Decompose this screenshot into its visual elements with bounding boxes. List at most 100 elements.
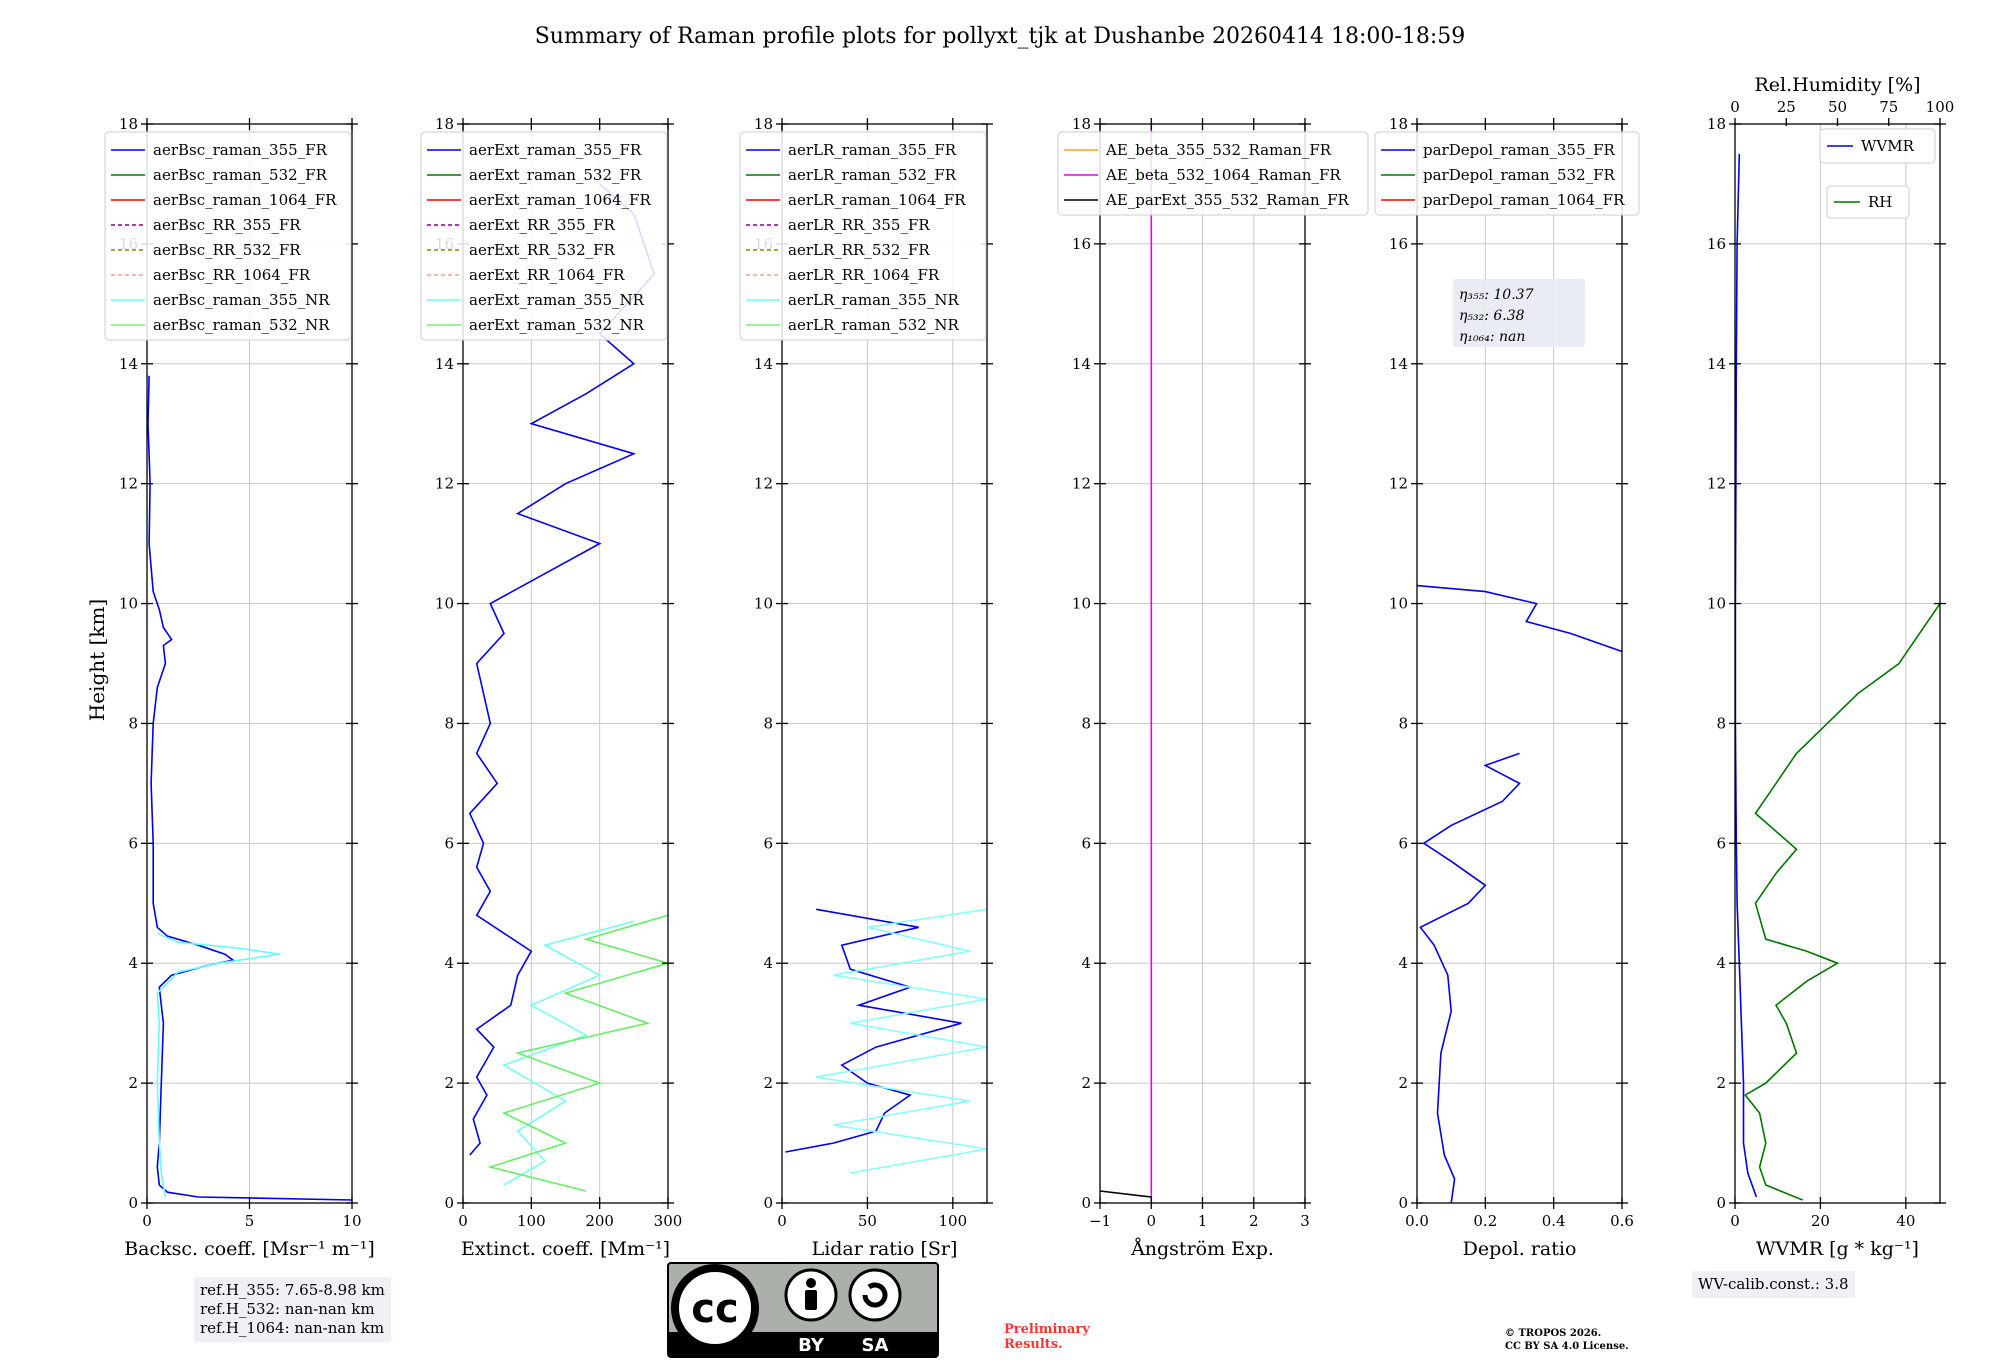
y-tick-label: 4 bbox=[444, 954, 454, 972]
attribution-icon-head bbox=[806, 1278, 816, 1288]
legend-entry: aerLR_RR_355_FR bbox=[788, 216, 930, 234]
legend-frame bbox=[1374, 131, 1640, 216]
legend-entry: aerLR_RR_1064_FR bbox=[788, 266, 940, 284]
legend-entry: aerLR_RR_532_FR bbox=[788, 241, 930, 259]
legend-frame bbox=[1819, 128, 1936, 164]
legend-entry: AE_beta_355_532_Raman_FR bbox=[1105, 141, 1332, 159]
y-tick-label: 10 bbox=[1072, 595, 1091, 613]
y-tick-label: 18 bbox=[119, 115, 138, 133]
annotation-line: η₅₃₂: 6.38 bbox=[1459, 308, 1525, 324]
series-line-aerLR_raman_355_FR bbox=[785, 908, 962, 1153]
legend: RH bbox=[1826, 185, 1910, 219]
reference-height-355: ref.H_355: 7.65-8.98 km bbox=[200, 1281, 385, 1299]
x-tick-label: 0.6 bbox=[1610, 1212, 1634, 1230]
y-tick-label: 12 bbox=[435, 475, 454, 493]
legend-entry: aerBsc_raman_355_FR bbox=[153, 141, 328, 159]
x-axis-label: Extinct. coeff. [Mm⁻¹] bbox=[461, 1238, 670, 1260]
y-tick-label: 10 bbox=[435, 595, 454, 613]
series-group bbox=[1735, 153, 1940, 1201]
top-x-tick-label: 100 bbox=[1926, 98, 1955, 116]
y-tick-label: 14 bbox=[1707, 355, 1726, 373]
annotation-box bbox=[1453, 279, 1585, 347]
x-tick-label: 0.4 bbox=[1542, 1212, 1566, 1230]
x-tick-label: 0 bbox=[777, 1212, 787, 1230]
y-tick-label: 0 bbox=[1398, 1194, 1408, 1212]
axes-frame bbox=[1734, 123, 1941, 1204]
panel-bsc: 0246810121416180510Backsc. coeff. [Msr⁻¹… bbox=[104, 115, 375, 1260]
y-tick-label: 0 bbox=[444, 1194, 454, 1212]
attribution-icon-body bbox=[805, 1290, 817, 1310]
y-tick-label: 4 bbox=[763, 954, 773, 972]
series-group bbox=[785, 908, 987, 1174]
y-tick-label: 14 bbox=[1389, 355, 1408, 373]
cc-icon-label: cc bbox=[691, 1286, 738, 1332]
x-tick-label: 0 bbox=[1730, 1212, 1740, 1230]
y-tick-label: 4 bbox=[1398, 954, 1408, 972]
reference-height-box: ref.H_355: 7.65-8.98 km ref.H_532: nan-n… bbox=[194, 1277, 391, 1342]
legend-entry: parDepol_raman_355_FR bbox=[1423, 141, 1616, 159]
series-line-WVMR bbox=[1735, 153, 1758, 1198]
share-alike-icon bbox=[848, 1268, 902, 1322]
legend: aerBsc_raman_355_FR aerBsc_raman_532_FRae… bbox=[104, 131, 352, 341]
top-x-tick-label: 75 bbox=[1879, 98, 1898, 116]
y-tick-label: 6 bbox=[1716, 834, 1726, 852]
y-tick-label: 14 bbox=[119, 355, 138, 373]
axes-frame bbox=[1416, 123, 1623, 1204]
series-group bbox=[1100, 124, 1153, 1203]
legend-frame bbox=[739, 131, 987, 341]
legend-entry: aerBsc_RR_355_FR bbox=[153, 216, 301, 234]
legend-entry: aerExt_RR_1064_FR bbox=[469, 266, 625, 284]
legend-entry: aerLR_raman_355_NR bbox=[788, 291, 959, 309]
legend-entry: WVMR bbox=[1861, 137, 1915, 155]
y-tick-label: 8 bbox=[1081, 714, 1091, 732]
panel-lr: 024681012141618050100Lidar ratio [Sr]aer… bbox=[739, 115, 993, 1260]
series-line-aerExt_raman_355_NR bbox=[502, 920, 635, 1186]
legend-entry: aerExt_raman_1064_FR bbox=[469, 191, 651, 209]
y-tick-label: 14 bbox=[435, 355, 454, 373]
legend-entry: aerExt_raman_355_NR bbox=[469, 291, 645, 309]
legend-entry: AE_parExt_355_532_Raman_FR bbox=[1105, 191, 1350, 209]
legend-entry: aerBsc_RR_1064_FR bbox=[153, 266, 311, 284]
y-tick-label: 18 bbox=[435, 115, 454, 133]
x-tick-label: 3 bbox=[1300, 1212, 1310, 1230]
series-group bbox=[147, 375, 352, 1201]
y-tick-label: 16 bbox=[1707, 235, 1726, 253]
figure-title: Summary of Raman profile plots for polly… bbox=[535, 24, 1466, 49]
y-tick-label: 2 bbox=[1398, 1074, 1408, 1092]
y-tick-label: 0 bbox=[763, 1194, 773, 1212]
y-tick-label: 4 bbox=[128, 954, 138, 972]
legend-entry: aerLR_raman_532_NR bbox=[788, 316, 959, 334]
legend-entry: aerBsc_raman_1064_FR bbox=[153, 191, 337, 209]
y-tick-label: 2 bbox=[444, 1074, 454, 1092]
x-tick-label: 0.2 bbox=[1473, 1212, 1497, 1230]
x-tick-label: 300 bbox=[654, 1212, 683, 1230]
series-line-aerExt_raman_532_NR bbox=[487, 914, 668, 1192]
y-tick-label: 6 bbox=[444, 834, 454, 852]
y-tick-label: 10 bbox=[754, 595, 773, 613]
y-tick-label: 8 bbox=[763, 714, 773, 732]
x-tick-label: 0.0 bbox=[1405, 1212, 1429, 1230]
x-tick-label: 0 bbox=[458, 1212, 468, 1230]
series-group bbox=[1417, 584, 1622, 1203]
y-tick-label: 18 bbox=[1072, 115, 1091, 133]
y-tick-label: 4 bbox=[1081, 954, 1091, 972]
y-tick-label: 10 bbox=[1707, 595, 1726, 613]
x-tick-label: 2 bbox=[1249, 1212, 1259, 1230]
y-tick-label: 12 bbox=[1389, 475, 1408, 493]
by-label: BY bbox=[798, 1335, 825, 1356]
x-tick-label: 5 bbox=[245, 1212, 255, 1230]
legend-entry: RH bbox=[1868, 193, 1892, 211]
legend-entry: aerLR_raman_355_FR bbox=[788, 141, 957, 159]
x-tick-label: 20 bbox=[1811, 1212, 1830, 1230]
legend: WVMR bbox=[1819, 128, 1936, 164]
y-tick-label: 16 bbox=[1072, 235, 1091, 253]
legend-entry: aerBsc_RR_532_FR bbox=[153, 241, 301, 259]
legend: aerLR_raman_355_FR aerLR_raman_532_FR aerL… bbox=[739, 131, 987, 341]
x-axis-label: Depol. ratio bbox=[1463, 1238, 1577, 1260]
x-tick-label: −1 bbox=[1089, 1212, 1111, 1230]
annotation-line: η₃₅₅: 10.37 bbox=[1459, 287, 1534, 303]
legend-entry: aerExt_RR_532_FR bbox=[469, 241, 616, 259]
x-tick-label: 40 bbox=[1896, 1212, 1915, 1230]
